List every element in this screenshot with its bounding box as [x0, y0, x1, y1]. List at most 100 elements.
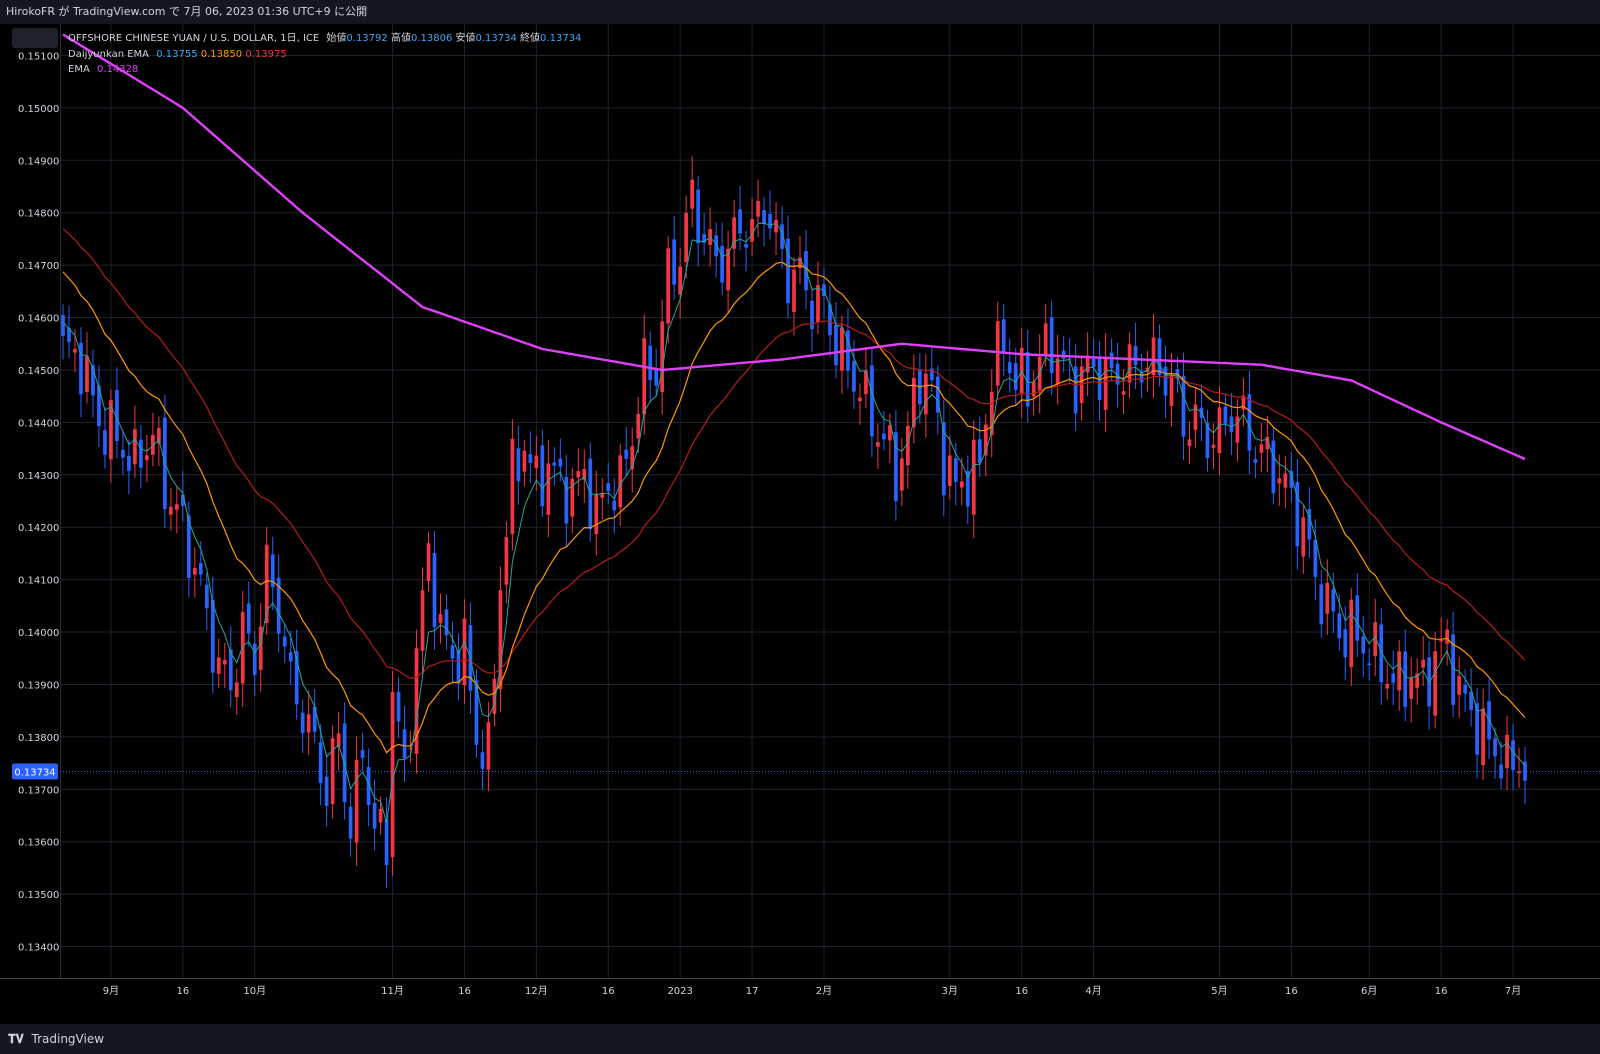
ema-fast-line: [62, 222, 1526, 823]
candle-body: [127, 455, 131, 471]
y-tick-label: 0.14600: [18, 314, 59, 325]
candle-body: [1313, 539, 1318, 577]
candle-body: [714, 235, 718, 257]
candle-body: [858, 397, 862, 402]
candle-body: [642, 338, 647, 415]
candle-body: [1343, 629, 1348, 658]
candle-body: [276, 577, 281, 634]
candle-body: [1217, 407, 1222, 454]
candle-body: [636, 413, 641, 439]
candle-body: [366, 767, 371, 805]
legend-close: 0.13734: [540, 33, 582, 44]
candle-body: [678, 266, 683, 295]
candle-body: [1121, 391, 1126, 395]
x-tick-label: 2023: [667, 986, 692, 997]
candle-body: [139, 439, 143, 468]
candle-body: [528, 454, 533, 464]
candle-body: [186, 515, 191, 579]
candle-body: [630, 446, 635, 470]
candle-body: [1499, 764, 1503, 779]
y-tick-label: 0.14900: [18, 156, 59, 167]
chart-area[interactable]: 0.15100 0.15000 0.14900 0.14800 0.14700 0.146…: [0, 24, 1600, 1024]
candle-body: [816, 285, 820, 322]
candle-body: [522, 450, 527, 472]
legend-low-label: 安値: [455, 33, 476, 44]
candle-body: [408, 747, 413, 749]
candle-body: [216, 657, 221, 674]
candle-body: [870, 365, 874, 437]
candle-body: [1349, 599, 1354, 668]
candle-body: [133, 429, 137, 465]
price-chart[interactable]: 0.15100 0.15000 0.14900 0.14800 0.14700 0.146…: [0, 24, 1600, 1024]
candle-body: [204, 584, 209, 609]
legend-ema3-v3: 0.13975: [245, 48, 287, 60]
candle-body: [696, 189, 701, 244]
x-tick-label: 16: [1435, 986, 1448, 997]
candle-body: [624, 449, 629, 459]
candle-body: [570, 478, 575, 517]
candle-body: [486, 722, 491, 770]
candle-body: [1421, 659, 1426, 668]
candle-body: [420, 590, 425, 651]
candle-body: [756, 200, 760, 217]
candle-body: [480, 752, 485, 769]
candle-body: [1271, 440, 1276, 494]
candle-body: [552, 462, 557, 466]
symbol-search-box[interactable]: [12, 28, 58, 48]
last-price-tag: [12, 763, 58, 780]
legend-symbol[interactable]: OFFSHORE CHINESE YUAN / U.S. DOLLAR, 1日,…: [68, 33, 320, 44]
candle-body: [1223, 406, 1228, 424]
x-tick-label: 16: [458, 986, 471, 997]
candle-body: [906, 425, 910, 466]
publisher-text: HirokoFR が TradingView.com で 7月 06, 2023…: [6, 5, 368, 18]
candle-body: [977, 439, 982, 464]
candle-body: [324, 776, 329, 806]
candle-body: [1451, 634, 1455, 705]
candle-body: [390, 691, 395, 858]
candle-body: [145, 455, 149, 461]
candle-body: [798, 257, 802, 269]
candle-body: [1169, 374, 1174, 406]
y-tick-label: 0.14100: [18, 576, 59, 587]
candle-body: [312, 706, 317, 732]
candle-body: [372, 802, 377, 829]
y-tick-label: 0.13600: [18, 838, 59, 849]
y-tick-label: 0.13500: [18, 890, 59, 901]
candle-body: [1013, 363, 1018, 390]
candle-body: [786, 238, 790, 304]
candle-body: [1277, 478, 1282, 484]
candle-body: [1367, 663, 1372, 666]
x-tick-label: 16: [176, 986, 189, 997]
candle-body: [85, 355, 89, 392]
footer-brand[interactable]: TradingView: [31, 1032, 105, 1046]
candle-body: [672, 239, 677, 285]
candle-body: [594, 494, 599, 535]
candle-body: [720, 245, 724, 283]
candle-body: [1517, 771, 1521, 774]
y-tick-label: 0.14400: [18, 418, 59, 429]
legend-ema-row[interactable]: EMA 0.14328: [68, 62, 581, 78]
candle-body: [1049, 317, 1054, 374]
candle-body: [1139, 371, 1144, 383]
candle-body: [1091, 357, 1096, 367]
candle-body: [396, 691, 401, 722]
candle-body: [1469, 691, 1473, 711]
candle-body: [774, 219, 778, 233]
legend-open: 0.13792: [346, 33, 388, 44]
candle-body: [1067, 358, 1072, 360]
candle-body: [534, 455, 539, 469]
x-tick-label: 16: [1015, 986, 1028, 997]
candle-body: [252, 643, 257, 675]
candle-body: [894, 432, 898, 502]
candle-body: [294, 651, 299, 705]
legend-ema3-row[interactable]: Daijyunkan EMA 0.13755 0.13850 0.13975: [68, 47, 581, 63]
tv-logo-icon[interactable]: 𝐓𝐕: [8, 1032, 24, 1046]
candle-body: [1361, 636, 1366, 654]
candle-body: [222, 660, 227, 665]
candle-body: [282, 636, 287, 647]
candle-body: [115, 390, 119, 441]
candle-body: [1289, 470, 1294, 488]
candle-body: [929, 368, 934, 381]
candle-body: [1463, 685, 1467, 694]
candle-body: [1253, 459, 1258, 463]
